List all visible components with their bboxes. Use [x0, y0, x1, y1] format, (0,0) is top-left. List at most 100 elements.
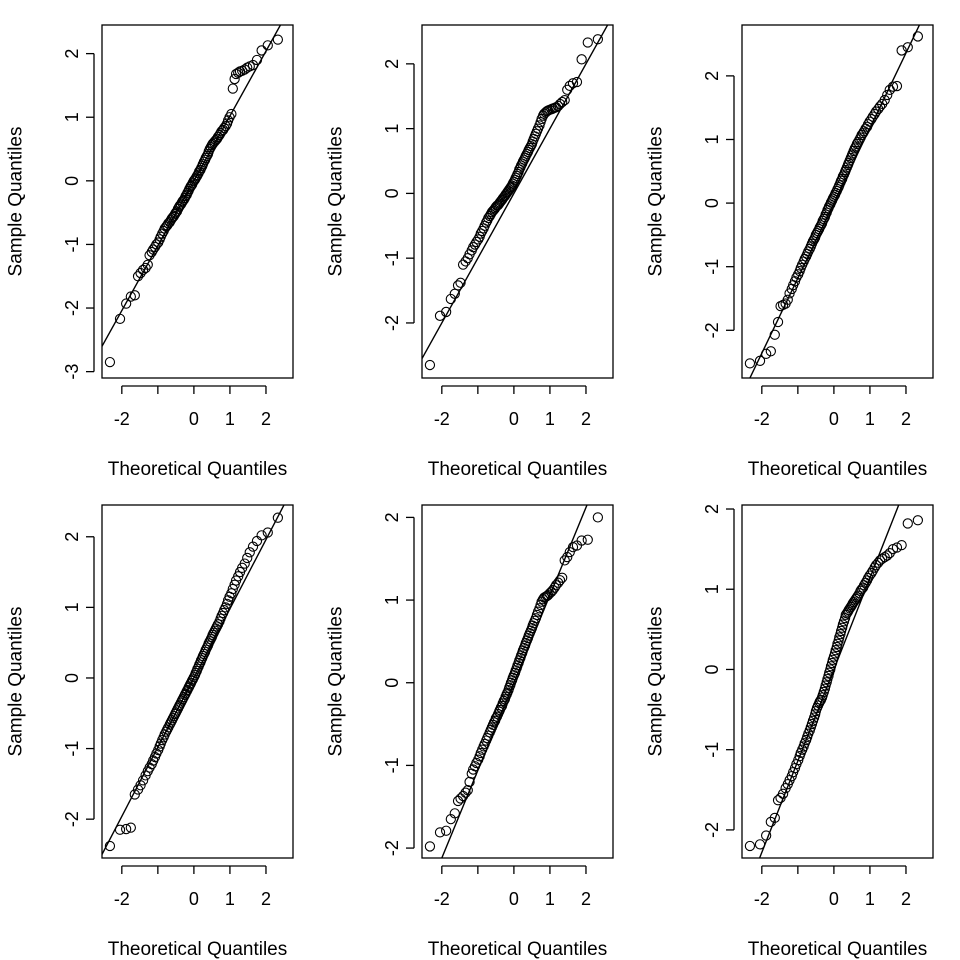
plot-frame — [421, 504, 614, 859]
qq-point — [582, 37, 593, 48]
qq-point — [473, 234, 484, 245]
y-tick-label: 1 — [702, 134, 722, 144]
qq-point — [554, 575, 566, 586]
qq-point — [125, 291, 136, 302]
qq-point — [571, 76, 583, 88]
plot-frame — [101, 24, 294, 379]
y-tick-label: -3 — [62, 364, 82, 380]
qq-point — [220, 120, 231, 132]
qq-point — [544, 588, 555, 599]
y-tick-label: 0 — [62, 673, 82, 683]
qq-point — [850, 593, 862, 605]
y-axis: -2 -1 0 1 2 — [702, 71, 735, 338]
qq-point — [877, 553, 888, 564]
qq-point — [462, 785, 473, 796]
qq-reference-line — [422, 25, 609, 359]
qq-point — [455, 793, 466, 804]
qq-point — [882, 89, 893, 101]
x-tick-label: 1 — [545, 409, 555, 429]
x-tick-label: 1 — [225, 409, 235, 429]
qq-point — [151, 239, 162, 250]
qq-point — [867, 565, 878, 576]
qq-point — [440, 825, 452, 836]
x-tick-label: -2 — [434, 889, 450, 909]
qq-point — [434, 827, 446, 838]
qq-point — [137, 775, 149, 786]
x-axis: -2 0 1 2 — [754, 865, 911, 909]
y-axis: -2 -1 0 1 2 — [62, 532, 95, 827]
y-tick-label: -1 — [62, 741, 82, 757]
qq-point — [567, 78, 579, 89]
qq-point — [879, 94, 890, 106]
y-tick-label: 1 — [62, 112, 82, 122]
qq-point — [477, 225, 488, 237]
y-tick-label: -2 — [62, 300, 82, 316]
qq-point — [772, 316, 784, 328]
qq-point — [244, 547, 255, 558]
qq-point — [219, 605, 230, 616]
qq-point — [226, 108, 237, 120]
qq-point — [129, 290, 140, 301]
y-tick-label: 2 — [382, 59, 402, 69]
qq-panel-3: -2 0 1 2 -2 -1 0 1 2 Theoretical Quantiles Sample … — [646, 24, 934, 480]
x-tick-label: 0 — [509, 409, 519, 429]
qq-point — [469, 239, 481, 250]
qq-point — [769, 812, 780, 824]
qq-points — [744, 515, 924, 852]
qq-point — [471, 236, 482, 248]
qq-point — [912, 31, 924, 42]
qq-point — [791, 272, 802, 283]
qq-point — [460, 787, 471, 798]
y-tick-label: 0 — [702, 198, 722, 208]
qq-point — [760, 830, 772, 841]
qq-point — [262, 527, 273, 538]
qq-point — [818, 213, 829, 225]
x-axis: -2 0 1 2 — [434, 865, 591, 909]
y-axis-label: Sample Quantiles — [326, 127, 347, 277]
x-tick-label: 2 — [261, 889, 271, 909]
y-tick-label: -1 — [702, 259, 722, 275]
qq-points — [744, 31, 924, 369]
plot-frame — [101, 504, 294, 859]
qq-point — [744, 358, 756, 369]
qq-point — [772, 795, 784, 806]
qq-point — [867, 111, 878, 122]
x-tick-label: 2 — [901, 889, 911, 909]
qq-point — [896, 45, 907, 56]
qq-point — [557, 572, 568, 583]
y-tick-label: -1 — [382, 250, 402, 266]
x-axis-label: Theoretical Quantiles — [748, 459, 928, 480]
x-tick-label: 0 — [189, 409, 199, 429]
qq-points — [424, 512, 604, 852]
x-axis: -2 0 1 2 — [754, 385, 911, 429]
qq-point — [104, 356, 116, 368]
qq-point — [120, 298, 132, 309]
qq-point — [272, 512, 284, 523]
qq-point — [592, 512, 604, 523]
y-tick-label: 2 — [382, 512, 402, 522]
qq-point — [242, 62, 253, 73]
qq-point — [559, 555, 570, 566]
qq-point — [135, 780, 146, 791]
qq-point — [557, 96, 568, 108]
qq-point — [256, 530, 267, 541]
x-tick-label: 2 — [901, 409, 911, 429]
qq-point — [486, 207, 498, 218]
x-axis-label: Theoretical Quantiles — [428, 459, 608, 480]
qq-point — [452, 280, 464, 291]
qq-point — [191, 171, 202, 182]
qq-point — [449, 808, 460, 819]
qq-point — [239, 558, 250, 569]
qq-point — [212, 619, 224, 630]
qq-point — [754, 839, 766, 850]
y-tick-label: -2 — [702, 822, 722, 838]
y-tick-label: -2 — [382, 840, 402, 856]
qq-reference-line — [441, 505, 588, 858]
qq-point — [559, 94, 570, 106]
qq-point — [210, 134, 222, 146]
x-tick-label: -2 — [754, 409, 770, 429]
qq-point — [120, 823, 132, 835]
qq-point — [866, 568, 877, 579]
qq-point — [229, 73, 240, 85]
